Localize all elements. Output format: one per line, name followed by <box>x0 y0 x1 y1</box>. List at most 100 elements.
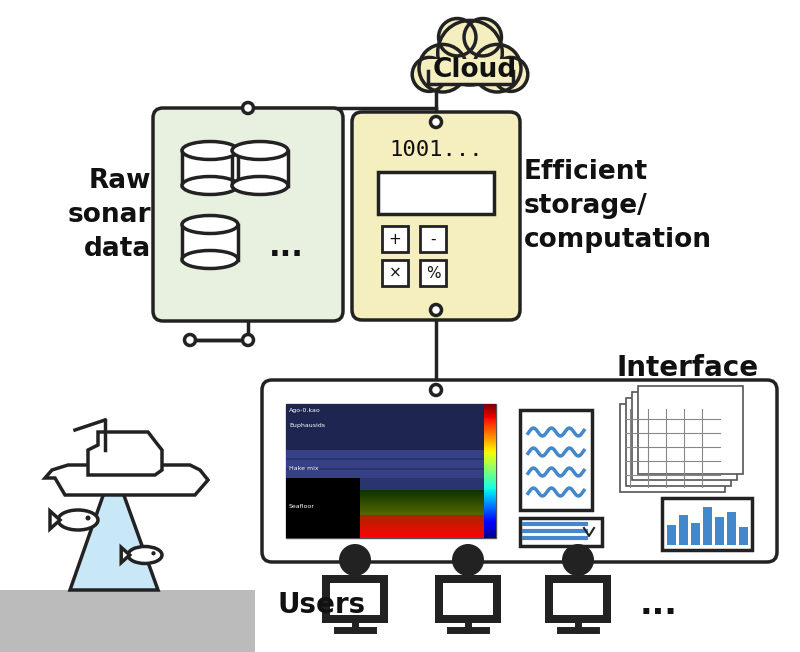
Bar <box>484 478 496 479</box>
FancyBboxPatch shape <box>620 404 725 492</box>
Ellipse shape <box>182 216 238 233</box>
Bar <box>484 509 496 511</box>
Bar <box>484 418 496 419</box>
FancyBboxPatch shape <box>262 380 777 562</box>
Circle shape <box>562 544 594 576</box>
Bar <box>703 507 712 545</box>
Bar <box>484 500 496 501</box>
Bar <box>484 454 496 455</box>
Circle shape <box>430 304 442 316</box>
Bar <box>286 478 359 538</box>
Bar <box>286 470 484 478</box>
Bar <box>286 518 484 519</box>
Bar <box>484 425 496 426</box>
Bar <box>727 512 736 545</box>
Bar <box>286 534 484 535</box>
Bar <box>286 506 484 507</box>
Bar <box>484 534 496 535</box>
Polygon shape <box>331 576 379 602</box>
Bar <box>739 527 748 545</box>
Bar <box>330 583 380 615</box>
Bar <box>484 430 496 431</box>
Bar <box>484 493 496 494</box>
Bar <box>484 417 496 418</box>
Polygon shape <box>444 576 492 602</box>
Bar <box>484 489 496 490</box>
FancyBboxPatch shape <box>153 108 343 321</box>
Bar <box>667 525 676 545</box>
Bar <box>715 517 724 545</box>
Circle shape <box>185 334 195 346</box>
Bar <box>484 514 496 515</box>
Bar <box>427 56 513 83</box>
Text: %: % <box>426 265 440 280</box>
Text: ...: ... <box>640 589 678 621</box>
Bar <box>484 522 496 523</box>
Bar <box>484 501 496 502</box>
Bar <box>484 439 496 440</box>
Bar <box>484 498 496 499</box>
Ellipse shape <box>128 546 162 563</box>
Bar <box>286 508 484 509</box>
FancyBboxPatch shape <box>638 386 743 474</box>
Bar <box>484 529 496 530</box>
Bar <box>286 510 484 511</box>
Bar <box>382 226 408 252</box>
Text: +: + <box>389 231 402 246</box>
Bar <box>286 536 484 537</box>
Bar <box>484 469 496 470</box>
Bar <box>691 523 700 545</box>
Bar <box>420 226 446 252</box>
Bar <box>286 503 484 504</box>
Bar <box>484 405 496 406</box>
Bar <box>484 435 496 436</box>
Bar <box>484 476 496 477</box>
Bar <box>484 437 496 438</box>
Polygon shape <box>70 490 158 590</box>
Text: 1001...: 1001... <box>389 140 483 160</box>
Bar <box>420 260 446 286</box>
Bar <box>484 494 496 496</box>
Circle shape <box>339 544 371 576</box>
Text: Interface: Interface <box>617 354 759 382</box>
Bar <box>286 532 484 533</box>
Bar <box>484 487 496 488</box>
Bar <box>484 521 496 522</box>
Bar <box>286 522 484 523</box>
Ellipse shape <box>182 141 238 160</box>
Bar <box>286 504 484 505</box>
Bar <box>484 463 496 464</box>
Circle shape <box>494 57 528 91</box>
Bar <box>484 414 496 415</box>
Bar <box>484 461 496 462</box>
Bar <box>484 426 496 427</box>
Bar <box>484 505 496 506</box>
Bar <box>484 523 496 524</box>
Text: Raw
sonar
data: Raw sonar data <box>67 168 151 261</box>
Bar <box>484 407 496 408</box>
Circle shape <box>438 18 476 56</box>
Bar <box>286 505 484 506</box>
Text: ...: ... <box>269 233 303 263</box>
Bar <box>484 422 496 423</box>
Bar <box>286 513 484 514</box>
Bar <box>484 419 496 420</box>
Circle shape <box>430 117 442 128</box>
Ellipse shape <box>182 250 238 269</box>
Text: ×: × <box>389 265 402 280</box>
Circle shape <box>452 544 484 576</box>
Bar <box>484 526 496 527</box>
Bar <box>553 583 603 615</box>
Ellipse shape <box>232 141 288 160</box>
Bar <box>443 583 493 615</box>
Bar <box>286 495 484 496</box>
Bar <box>484 485 496 486</box>
Bar <box>484 533 496 534</box>
Bar <box>484 447 496 448</box>
Circle shape <box>242 334 254 346</box>
Bar <box>484 458 496 459</box>
Bar <box>286 526 484 527</box>
Ellipse shape <box>232 177 288 194</box>
Bar <box>662 498 752 550</box>
Circle shape <box>151 551 156 556</box>
